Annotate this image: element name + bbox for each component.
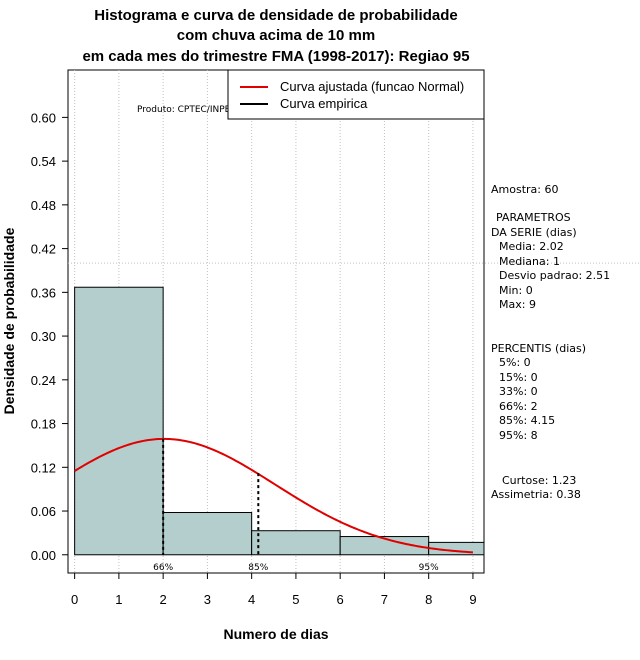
legend-box <box>227 69 485 120</box>
histogram-bars <box>74 70 485 573</box>
x-tick-label: 5 <box>292 592 299 607</box>
legend: Curva ajustada (funcao Normal) Curva emp… <box>227 69 485 120</box>
y-tick-label: 0.42 <box>31 242 56 257</box>
stat-assimetria: Assimetria: 0.38 <box>491 488 581 501</box>
stat-parametros-title: PARAMETROS <box>496 211 571 224</box>
y-tick-label: 0.48 <box>31 198 56 213</box>
chart-title-line-1: Histograma e curva de densidade de proba… <box>94 7 457 24</box>
stat-desvio: Desvio padrao: 2.51 <box>499 269 610 282</box>
x-tick-label: 7 <box>381 592 388 607</box>
y-tick-label: 0.06 <box>31 504 56 519</box>
x-tick-label: 1 <box>115 592 122 607</box>
y-tick-label: 0.00 <box>31 548 56 563</box>
y-tick-label: 0.54 <box>31 154 56 169</box>
percentile-label: 95% <box>419 563 439 573</box>
x-tick-label: 2 <box>160 592 167 607</box>
percentile-label: 66% <box>153 563 173 573</box>
histogram-bar <box>74 286 164 556</box>
y-tick-label: 0.18 <box>31 417 56 432</box>
y-tick-label: 0.30 <box>31 329 56 344</box>
chart-title-line-3: em cada mes do trimestre FMA (1998-2017)… <box>82 48 469 65</box>
percentile-label: 85% <box>248 563 268 573</box>
stat-p95: 95%: 8 <box>499 429 538 442</box>
x-axis: 0 1 2 3 4 5 6 7 8 9 <box>71 573 477 607</box>
stat-min: Min: 0 <box>499 284 533 297</box>
chart-title-line-2: com chuva acima de 10 mm <box>177 27 375 44</box>
x-tick-label: 6 <box>337 592 344 607</box>
stats-panel: Amostra: 60 PARAMETROS DA SERIE (dias) M… <box>491 183 610 501</box>
stat-curtose: Curtose: 1.23 <box>502 474 576 487</box>
stat-p85: 85%: 4.15 <box>499 414 555 427</box>
x-axis-title: Numero de dias <box>223 626 328 642</box>
y-tick-label: 0.36 <box>31 285 56 300</box>
stat-parametros-subtitle: DA SERIE (dias) <box>491 226 577 239</box>
x-tick-label: 3 <box>204 592 211 607</box>
stat-p5: 5%: 0 <box>499 356 531 369</box>
x-tick-label: 8 <box>425 592 432 607</box>
stat-p66: 66%: 2 <box>499 400 538 413</box>
stat-p15: 15%: 0 <box>499 371 538 384</box>
legend-label-empirical: Curva empirica <box>280 96 368 111</box>
x-tick-label: 0 <box>71 592 78 607</box>
stat-amostra: Amostra: 60 <box>491 183 558 196</box>
percentile-lines: 66% 85% 95% <box>153 438 439 573</box>
x-tick-label: 9 <box>469 592 476 607</box>
stat-media: Media: 2.02 <box>499 240 564 253</box>
y-axis-title: Densidade de probabilidade <box>1 227 17 414</box>
histogram-bar <box>162 511 253 556</box>
product-label: Produto: CPTEC/INPE <box>137 105 231 115</box>
legend-label-normal: Curva ajustada (funcao Normal) <box>280 79 464 94</box>
y-tick-label: 0.60 <box>31 110 56 125</box>
stat-mediana: Mediana: 1 <box>499 255 560 268</box>
y-tick-label: 0.24 <box>31 373 56 388</box>
stat-percentis-title: PERCENTIS (dias) <box>491 342 586 355</box>
y-axis: 0.00 0.06 0.12 0.18 0.24 0.30 0.36 0.42 0.48 0.54… <box>31 110 68 563</box>
stat-max: Max: 9 <box>499 298 536 311</box>
histogram-bar <box>251 530 341 556</box>
y-tick-label: 0.12 <box>31 460 56 475</box>
stat-p33: 33%: 0 <box>499 385 538 398</box>
normal-fit-curve <box>74 437 474 554</box>
x-tick-label: 4 <box>248 592 255 607</box>
grid-lines <box>68 70 640 573</box>
normal-curve-layer <box>74 437 474 554</box>
